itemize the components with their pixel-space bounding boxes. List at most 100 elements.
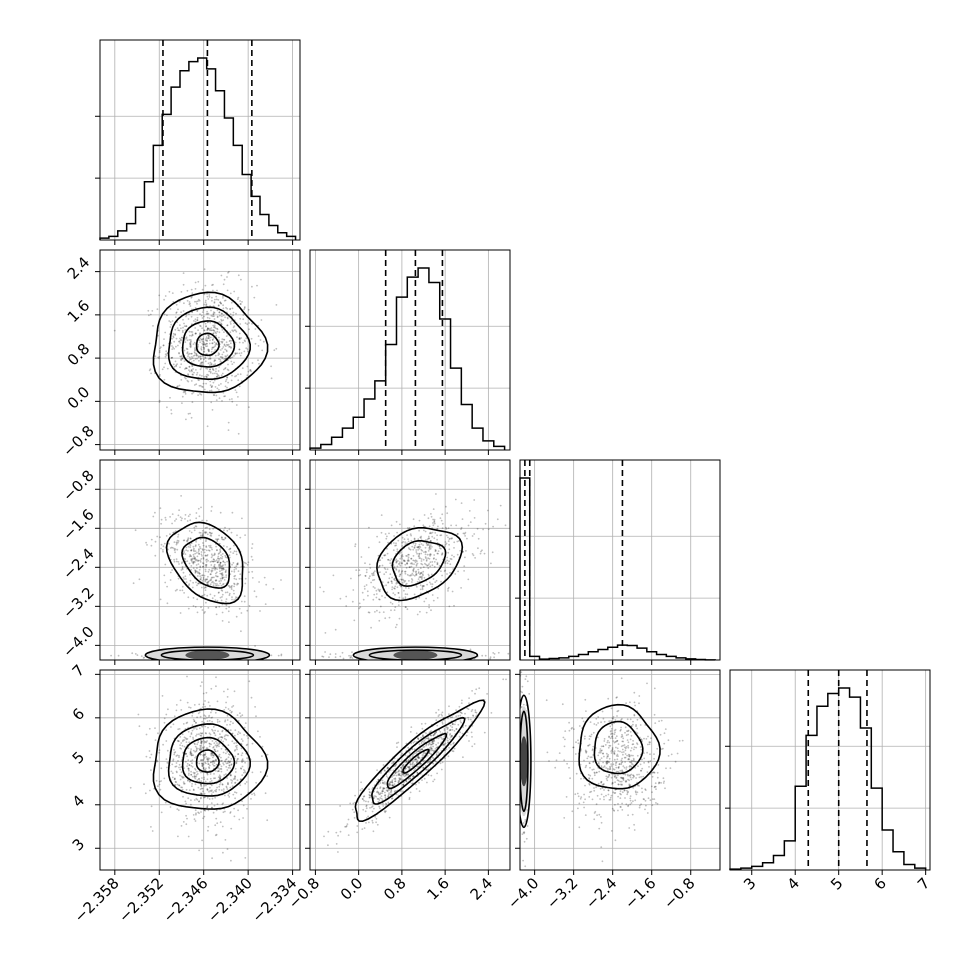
scatter-point bbox=[228, 764, 231, 767]
scatter-point bbox=[228, 753, 231, 756]
scatter-point bbox=[224, 758, 227, 761]
scatter-point bbox=[204, 301, 207, 304]
scatter-point bbox=[411, 563, 414, 565]
scatter-point bbox=[198, 515, 201, 518]
scatter-point bbox=[188, 356, 191, 359]
scatter-point bbox=[231, 329, 234, 332]
scatter-point bbox=[235, 374, 238, 377]
scatter-point bbox=[233, 569, 236, 571]
scatter-point bbox=[401, 752, 403, 755]
scatter-point bbox=[183, 782, 185, 785]
scatter-point bbox=[473, 533, 476, 535]
scatter-point bbox=[138, 578, 141, 581]
scatter-point bbox=[225, 355, 228, 358]
scatter-point bbox=[206, 328, 209, 331]
scatter-point bbox=[453, 747, 456, 750]
scatter-point bbox=[224, 794, 226, 797]
scatter-point bbox=[379, 782, 382, 784]
scatter-point bbox=[184, 391, 187, 394]
scatter-point bbox=[379, 588, 381, 591]
scatter-point bbox=[456, 533, 459, 535]
scatter-point bbox=[398, 575, 401, 578]
scatter-point bbox=[444, 569, 447, 572]
scatter-point bbox=[198, 355, 200, 358]
scatter-point bbox=[199, 384, 202, 387]
scatter-point bbox=[175, 704, 178, 706]
scatter-point bbox=[404, 597, 407, 600]
scatter-point bbox=[143, 783, 145, 786]
scatter-point bbox=[403, 781, 405, 784]
scatter-point bbox=[205, 546, 208, 548]
scatter-point bbox=[234, 352, 237, 355]
scatter-point bbox=[389, 793, 392, 796]
scatter-point bbox=[224, 299, 227, 302]
scatter-point bbox=[190, 549, 193, 551]
scatter-point bbox=[405, 567, 408, 569]
scatter-point bbox=[219, 733, 221, 735]
scatter-point bbox=[391, 776, 393, 778]
scatter-point bbox=[165, 354, 168, 357]
scatter-point bbox=[374, 795, 376, 797]
scatter-point bbox=[185, 741, 188, 743]
scatter-point bbox=[447, 536, 449, 539]
scatter-point bbox=[213, 302, 216, 304]
diag-0-frame bbox=[99, 39, 301, 241]
scatter-point bbox=[209, 583, 212, 586]
scatter-point bbox=[327, 830, 330, 833]
scatter-point bbox=[420, 736, 422, 739]
scatter-point bbox=[613, 752, 615, 754]
scatter-point bbox=[368, 796, 371, 799]
scatter-point bbox=[380, 772, 382, 775]
scatter-point bbox=[195, 564, 198, 566]
scatter-point bbox=[469, 521, 472, 523]
scatter-point bbox=[145, 541, 148, 544]
scatter-point bbox=[393, 579, 396, 581]
scatter-point bbox=[227, 760, 230, 762]
scatter-point bbox=[178, 784, 180, 786]
scatter-point bbox=[205, 339, 208, 342]
scatter-point bbox=[202, 574, 204, 577]
scatter-point bbox=[350, 577, 352, 580]
scatter-point bbox=[337, 851, 339, 853]
scatter-point bbox=[205, 367, 208, 370]
scatter-point bbox=[219, 557, 222, 559]
scatter-point bbox=[633, 775, 635, 778]
scatter-point bbox=[235, 791, 238, 794]
scatter-point bbox=[232, 722, 234, 725]
scatter-point bbox=[400, 754, 402, 757]
scatter-point bbox=[191, 373, 194, 376]
scatter-point bbox=[428, 743, 431, 745]
scatter-point bbox=[382, 787, 385, 790]
scatter-point bbox=[231, 732, 234, 735]
scatter-point bbox=[236, 744, 238, 747]
scatter-point bbox=[206, 425, 209, 428]
scatter-point bbox=[182, 357, 184, 360]
scatter-point bbox=[234, 771, 237, 773]
scatter-point bbox=[449, 724, 452, 727]
scatter-point bbox=[381, 799, 384, 801]
scatter-point bbox=[427, 537, 430, 540]
scatter-point bbox=[405, 780, 408, 783]
scatter-point bbox=[180, 355, 183, 357]
scatter-point bbox=[246, 563, 249, 566]
scatter-point bbox=[163, 366, 165, 369]
scatter-point bbox=[183, 302, 185, 305]
scatter-point bbox=[218, 534, 221, 537]
scatter-point bbox=[255, 595, 258, 598]
scatter-point bbox=[148, 314, 150, 317]
scatter-point bbox=[205, 336, 208, 339]
scatter-point bbox=[415, 752, 418, 754]
scatter-point bbox=[209, 372, 212, 374]
scatter-point bbox=[190, 369, 193, 372]
scatter-point bbox=[489, 656, 492, 659]
scatter-point bbox=[214, 345, 217, 347]
scatter-point bbox=[211, 569, 214, 572]
scatter-point bbox=[372, 572, 375, 575]
scatter-point bbox=[189, 537, 192, 540]
scatter-point bbox=[164, 516, 167, 519]
diag-3-frame bbox=[729, 669, 931, 871]
scatter-point bbox=[182, 776, 185, 779]
scatter-point bbox=[424, 556, 427, 558]
scatter-point bbox=[184, 737, 187, 740]
scatter-point bbox=[216, 822, 219, 825]
